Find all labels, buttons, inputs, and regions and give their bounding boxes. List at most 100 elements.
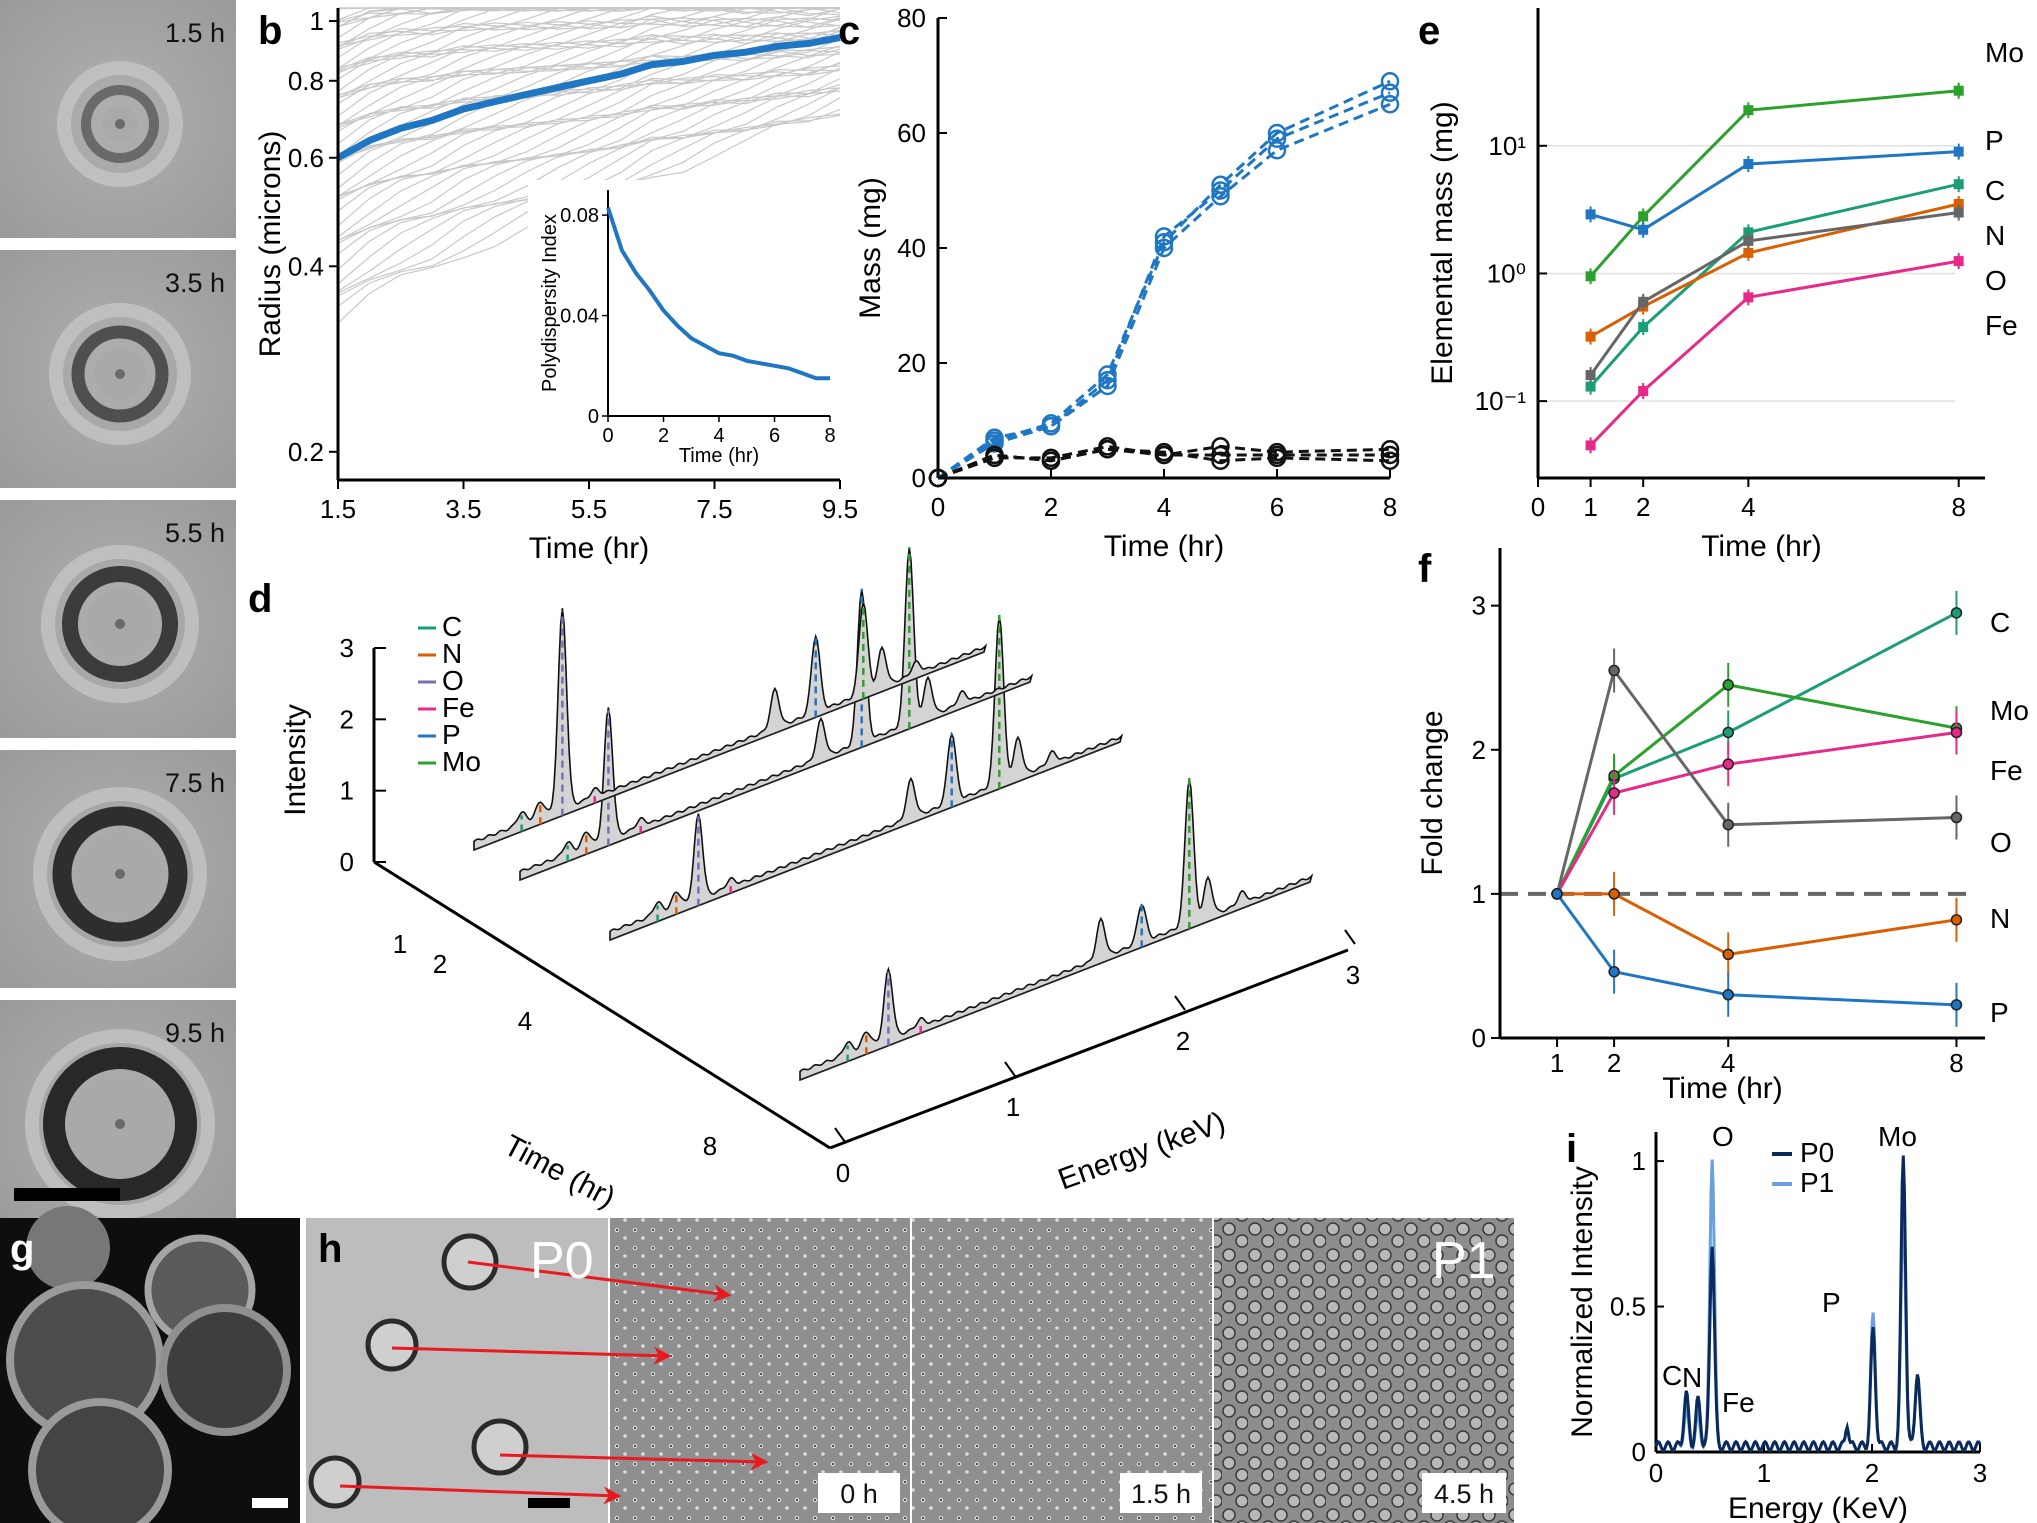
time-label: 1.5 h bbox=[1131, 1479, 1191, 1509]
data-point bbox=[928, 468, 948, 488]
series-end-label: Mo bbox=[1985, 37, 2024, 68]
series-end-label: N bbox=[1990, 903, 2010, 934]
inset-x-tick-label: 2 bbox=[658, 425, 669, 447]
peak-label: Fe bbox=[1722, 1387, 1755, 1418]
series-line bbox=[1555, 731, 1957, 895]
p0-tag: P0 bbox=[530, 1232, 594, 1290]
data-point bbox=[1722, 726, 1734, 739]
y-axis-label: Fold change bbox=[1416, 710, 1449, 875]
spectrum-baseline bbox=[799, 881, 1311, 1081]
peak-label: C bbox=[1662, 1360, 1682, 1391]
x-tick-label: 2 bbox=[1607, 1048, 1621, 1078]
x-tick-label: 7.5 bbox=[696, 494, 732, 524]
intensity-tick-label: 1 bbox=[340, 776, 354, 806]
data-point bbox=[1722, 758, 1734, 770]
data-point bbox=[1380, 72, 1400, 91]
x-tick-label: 2 bbox=[1044, 492, 1058, 522]
trajectory-line bbox=[337, 49, 841, 176]
panel-b: b 1.5 3.5 5.5 7.5 9.5 0.2 0.4 0.6 0.8 1 Time (hr) R… bbox=[254, 6, 858, 565]
trajectory-line bbox=[337, 62, 841, 238]
y-tick-label: 0 bbox=[1632, 1437, 1646, 1467]
trajectory-line bbox=[337, 45, 841, 197]
cell bbox=[308, 1455, 362, 1509]
panel-f: f 1 2 4 8 0 1 2 3 C Mo Fe O N P Time (hr) Fold change bbox=[1416, 547, 2029, 1105]
series-end-label: N bbox=[1985, 220, 2005, 251]
scale-bar bbox=[528, 1498, 570, 1508]
inset-x-tick-label: 4 bbox=[713, 425, 724, 447]
series-line bbox=[937, 444, 1390, 480]
time-tick-label: 2 bbox=[433, 949, 447, 979]
scale-bar bbox=[14, 1188, 120, 1201]
series-line bbox=[1589, 211, 1959, 376]
data-point bbox=[1585, 381, 1596, 392]
energy-tick bbox=[834, 1127, 846, 1143]
sem-particle bbox=[28, 1398, 172, 1523]
trajectory-line bbox=[337, 90, 841, 255]
y-tick-label: 0.4 bbox=[288, 251, 324, 281]
data-point bbox=[1953, 207, 1964, 218]
intensity-axis-label: Intensity bbox=[279, 704, 312, 816]
polydispersity-line bbox=[606, 206, 830, 381]
halo bbox=[33, 787, 207, 961]
halo bbox=[41, 545, 199, 703]
data-point bbox=[1950, 811, 1963, 824]
series-line bbox=[1555, 893, 1957, 1007]
x-axis-label: Energy (KeV) bbox=[1728, 1492, 1908, 1523]
timelapse-frame-4-5h bbox=[1214, 1218, 1514, 1523]
x-tick-label: 5.5 bbox=[571, 494, 607, 524]
x-axis-label: Time (hr) bbox=[1701, 530, 1822, 563]
panel-label-e: e bbox=[1418, 9, 1440, 53]
data-point bbox=[1551, 888, 1563, 900]
time-axis bbox=[373, 860, 831, 1150]
inset-x-tick-label: 6 bbox=[769, 425, 780, 447]
data-point bbox=[1211, 437, 1230, 456]
energy-tick bbox=[1344, 929, 1356, 945]
legend-label: C bbox=[442, 611, 462, 642]
cell bbox=[365, 1318, 419, 1372]
time-label: 1.5 h bbox=[165, 18, 225, 48]
trajectory-line bbox=[337, 77, 841, 241]
particle-ring bbox=[71, 325, 169, 423]
x-tick-label: 9.5 bbox=[822, 494, 858, 524]
data-point bbox=[1953, 198, 1964, 209]
y-tick-label: 10¹ bbox=[1488, 131, 1526, 161]
tracking-arrow bbox=[467, 1260, 732, 1303]
y-tick-label: 0 bbox=[912, 463, 926, 493]
y-tick-label: 0.6 bbox=[288, 143, 324, 173]
data-point bbox=[1953, 256, 1964, 267]
timelapse-frame-0h bbox=[610, 1218, 910, 1523]
panel-g: g bbox=[0, 1206, 300, 1523]
legend-label: P0 bbox=[1800, 1137, 1834, 1168]
trajectory-line bbox=[337, 18, 841, 129]
time-tick-label: 4 bbox=[518, 1006, 532, 1036]
series-line bbox=[1557, 892, 1957, 956]
x-tick-label: 4 bbox=[1741, 492, 1755, 522]
series-end-label: O bbox=[1990, 827, 2012, 858]
spectrum-baseline bbox=[519, 681, 1031, 881]
energy-tick-label: 2 bbox=[1176, 1026, 1190, 1056]
series-end-label: Mo bbox=[1990, 695, 2029, 726]
data-point bbox=[1211, 175, 1230, 194]
x-tick-label: 0 bbox=[1531, 492, 1545, 522]
x-tick-label: 3.5 bbox=[445, 494, 481, 524]
intensity-tick-label: 3 bbox=[340, 633, 354, 663]
y-tick-label: 0.2 bbox=[288, 437, 324, 467]
legend-label: Fe bbox=[442, 692, 475, 723]
series-end-label: O bbox=[1985, 265, 2007, 296]
y-tick-label: 40 bbox=[897, 233, 926, 263]
data-point bbox=[1638, 224, 1649, 235]
data-point bbox=[1608, 888, 1620, 900]
trajectory-line bbox=[337, 48, 841, 159]
data-point bbox=[1743, 158, 1754, 169]
data-point bbox=[1267, 123, 1287, 143]
mean-radius-line bbox=[336, 34, 841, 161]
time-label: 4.5 h bbox=[1434, 1479, 1494, 1509]
data-point bbox=[1585, 370, 1596, 381]
micrograph-frames: 1.5 h 3.5 h 5.5 h 7.5 h 9.5 h bbox=[0, 0, 236, 1238]
y-tick-label: 10⁻¹ bbox=[1475, 386, 1527, 416]
